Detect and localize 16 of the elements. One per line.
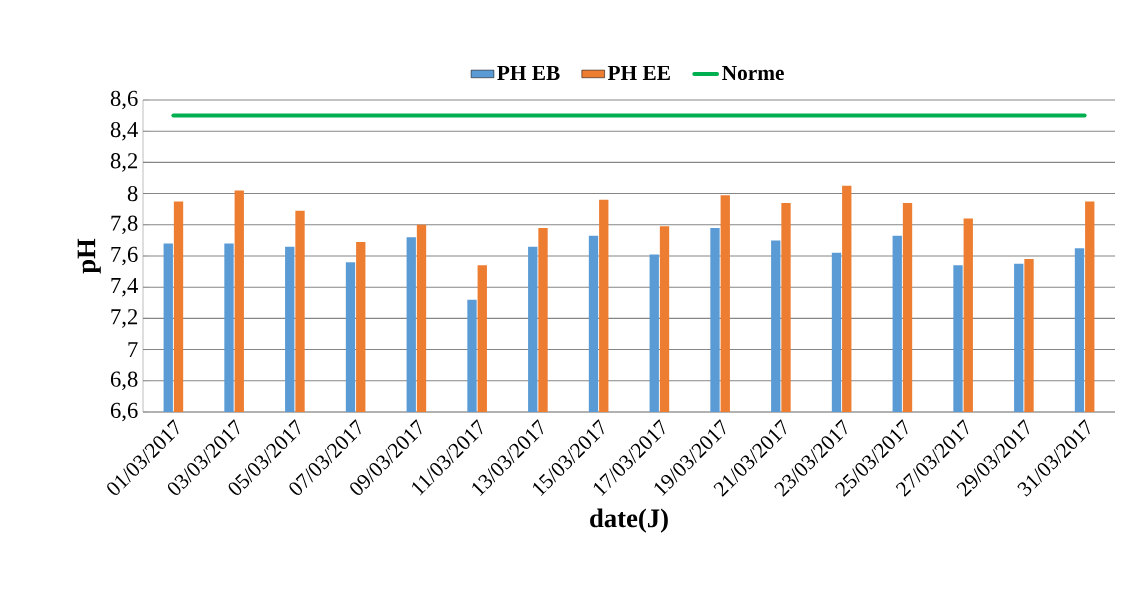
y-tick-label: 7,6: [111, 246, 138, 266]
y-tick-label: 7,8: [111, 215, 138, 235]
legend-label: Norme: [722, 65, 784, 81]
y-tick-label: 6,6: [110, 402, 138, 422]
legend-label: PH EE: [607, 65, 670, 80]
legend-label: PH EB: [497, 65, 560, 80]
y-tick-label: 8: [127, 185, 138, 202]
y-tick-label: 8,4: [110, 121, 138, 141]
y-axis-title: pH: [77, 238, 101, 274]
y-tick-label: 7,4: [111, 277, 138, 297]
y-tick-label: 7: [128, 342, 138, 358]
x-axis-title: date(J): [590, 508, 668, 533]
y-tick-label: 8,2: [110, 153, 138, 172]
y-tick-label: 7,2: [111, 309, 138, 328]
y-tick-label: 6,8: [110, 371, 138, 391]
y-tick-label: 8,6: [110, 90, 138, 110]
